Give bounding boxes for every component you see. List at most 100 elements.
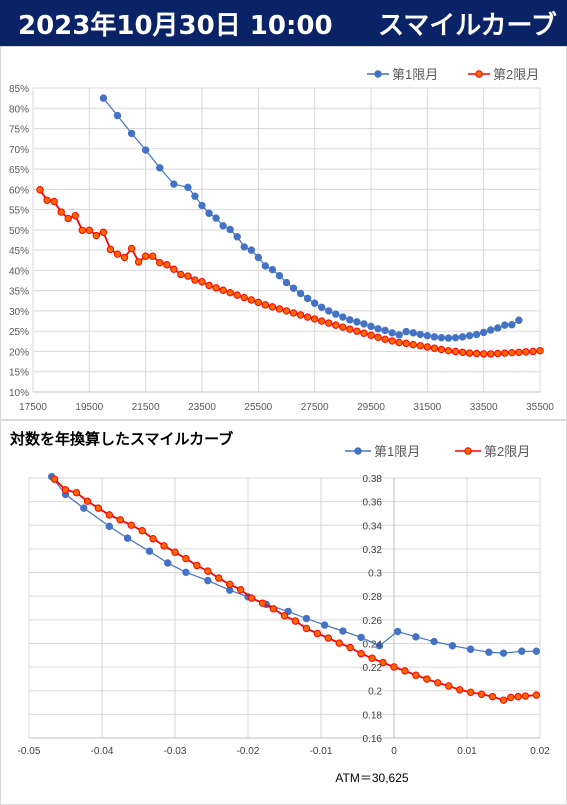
data-point-series-2	[94, 504, 103, 512]
atm-annotation: ATM＝30,625	[335, 771, 408, 785]
data-point-series-1	[184, 183, 192, 192]
y-tick-label: 0.26	[363, 616, 383, 627]
data-point-series-2	[401, 667, 409, 675]
legend-label-2: 第2限月	[493, 67, 539, 82]
data-point-series-2	[402, 339, 410, 348]
legend-label-2: 第2限月	[484, 444, 530, 459]
data-point-series-2	[247, 296, 255, 304]
data-point-series-2	[156, 258, 164, 267]
data-point-series-2	[477, 690, 486, 698]
data-point-series-2	[177, 270, 185, 279]
data-point-series-2	[325, 319, 333, 327]
x-tick-label: 25500	[244, 402, 272, 413]
data-point-series-2	[346, 643, 354, 652]
data-point-series-1	[381, 326, 389, 335]
data-point-series-2	[116, 516, 124, 524]
data-point-series-2	[289, 309, 298, 317]
data-point-series-1	[487, 326, 495, 334]
data-point-series-2	[160, 542, 168, 550]
y-tick-label: 60%	[9, 185, 29, 196]
data-point-series-1	[412, 633, 420, 641]
x-tick-label: 0.02	[530, 746, 550, 757]
data-point-series-2	[57, 208, 65, 216]
data-point-series-2	[515, 348, 523, 356]
data-point-series-1	[240, 243, 248, 251]
data-point-series-2	[412, 671, 420, 679]
data-point-series-1	[508, 321, 516, 329]
data-point-series-2	[105, 511, 114, 519]
x-tick-label: 21500	[132, 402, 160, 413]
data-point-series-2	[36, 186, 44, 194]
y-tick-label: 50%	[9, 226, 29, 237]
y-tick-label: 30%	[9, 307, 29, 318]
data-point-series-2	[204, 567, 212, 575]
y-tick-label: 15%	[9, 368, 29, 379]
data-point-series-1	[198, 201, 206, 210]
data-point-series-2	[43, 196, 51, 204]
y-tick-label: 40%	[9, 266, 29, 277]
data-point-series-2	[313, 629, 322, 638]
data-point-series-2	[409, 340, 417, 349]
data-point-series-2	[149, 535, 157, 543]
data-point-series-1	[346, 316, 354, 324]
data-point-series-2	[138, 527, 146, 535]
data-point-series-1	[296, 289, 305, 298]
legend-label-1: 第1限月	[392, 67, 438, 82]
data-point-series-1	[182, 568, 190, 577]
data-point-series-2	[240, 293, 248, 302]
data-point-series-2	[368, 654, 376, 662]
x-tick-label: 0	[391, 746, 397, 757]
data-point-series-1	[254, 253, 263, 262]
data-point-series-1	[416, 330, 424, 339]
data-point-series-2	[339, 323, 347, 331]
data-point-series-2	[149, 252, 157, 260]
data-point-series-1	[156, 164, 164, 172]
page-header: 2023年10月30日 10:00 スマイルカーブ	[0, 0, 567, 46]
data-point-series-2	[532, 691, 541, 699]
data-point-series-2	[64, 214, 72, 223]
data-point-series-1	[320, 621, 329, 629]
data-point-series-1	[357, 633, 365, 642]
x-tick-label: -0.01	[310, 746, 333, 757]
data-point-series-2	[318, 317, 326, 325]
data-point-series-2	[367, 331, 375, 339]
y-tick-label: 0.2	[368, 687, 382, 698]
data-point-series-1	[247, 246, 255, 254]
data-point-series-2	[226, 288, 234, 297]
data-point-series-2	[282, 307, 291, 315]
data-point-series-1	[437, 333, 446, 342]
data-point-series-1	[212, 214, 220, 222]
log-annualized-smile-chart: 対数を年換算したスマイルカーブ 0.16 0.18 0.2 0.22 0.24 0.26 0.…	[0, 420, 567, 805]
data-point-series-2	[507, 693, 515, 702]
data-point-series-2	[237, 585, 245, 594]
y-tick-label: 0.16	[363, 734, 383, 745]
data-point-series-2	[501, 349, 509, 357]
data-point-series-2	[219, 286, 227, 294]
data-point-series-1	[127, 129, 136, 138]
data-point-series-1	[99, 94, 108, 102]
data-point-series-2	[141, 252, 150, 260]
data-point-series-1	[261, 262, 270, 270]
x-tick-label: -0.05	[18, 746, 41, 757]
y-tick-label: 45%	[9, 246, 29, 257]
datetime-label: 2023年10月30日 10:00	[18, 11, 333, 41]
data-point-series-1	[339, 627, 347, 635]
y-tick-label: 0.34	[363, 521, 383, 532]
y-tick-label: 20%	[9, 347, 29, 358]
data-point-series-1	[191, 192, 199, 200]
legend-marker-2	[475, 70, 483, 78]
legend-marker-1	[354, 447, 362, 455]
data-point-series-1	[466, 645, 475, 653]
data-point-series-2	[423, 675, 431, 683]
data-point-series-2	[324, 634, 332, 642]
x-tick-label: -0.02	[237, 746, 260, 757]
y-tick-label: 0.32	[363, 545, 383, 556]
data-point-series-2	[444, 346, 453, 355]
data-point-series-2	[521, 692, 530, 700]
data-point-series-2	[381, 335, 389, 344]
y-tick-label: 65%	[9, 165, 29, 176]
data-point-series-2	[395, 338, 403, 347]
y-tick-label: 10%	[9, 388, 29, 399]
data-point-series-1	[325, 307, 333, 315]
data-point-series-1	[170, 180, 178, 188]
